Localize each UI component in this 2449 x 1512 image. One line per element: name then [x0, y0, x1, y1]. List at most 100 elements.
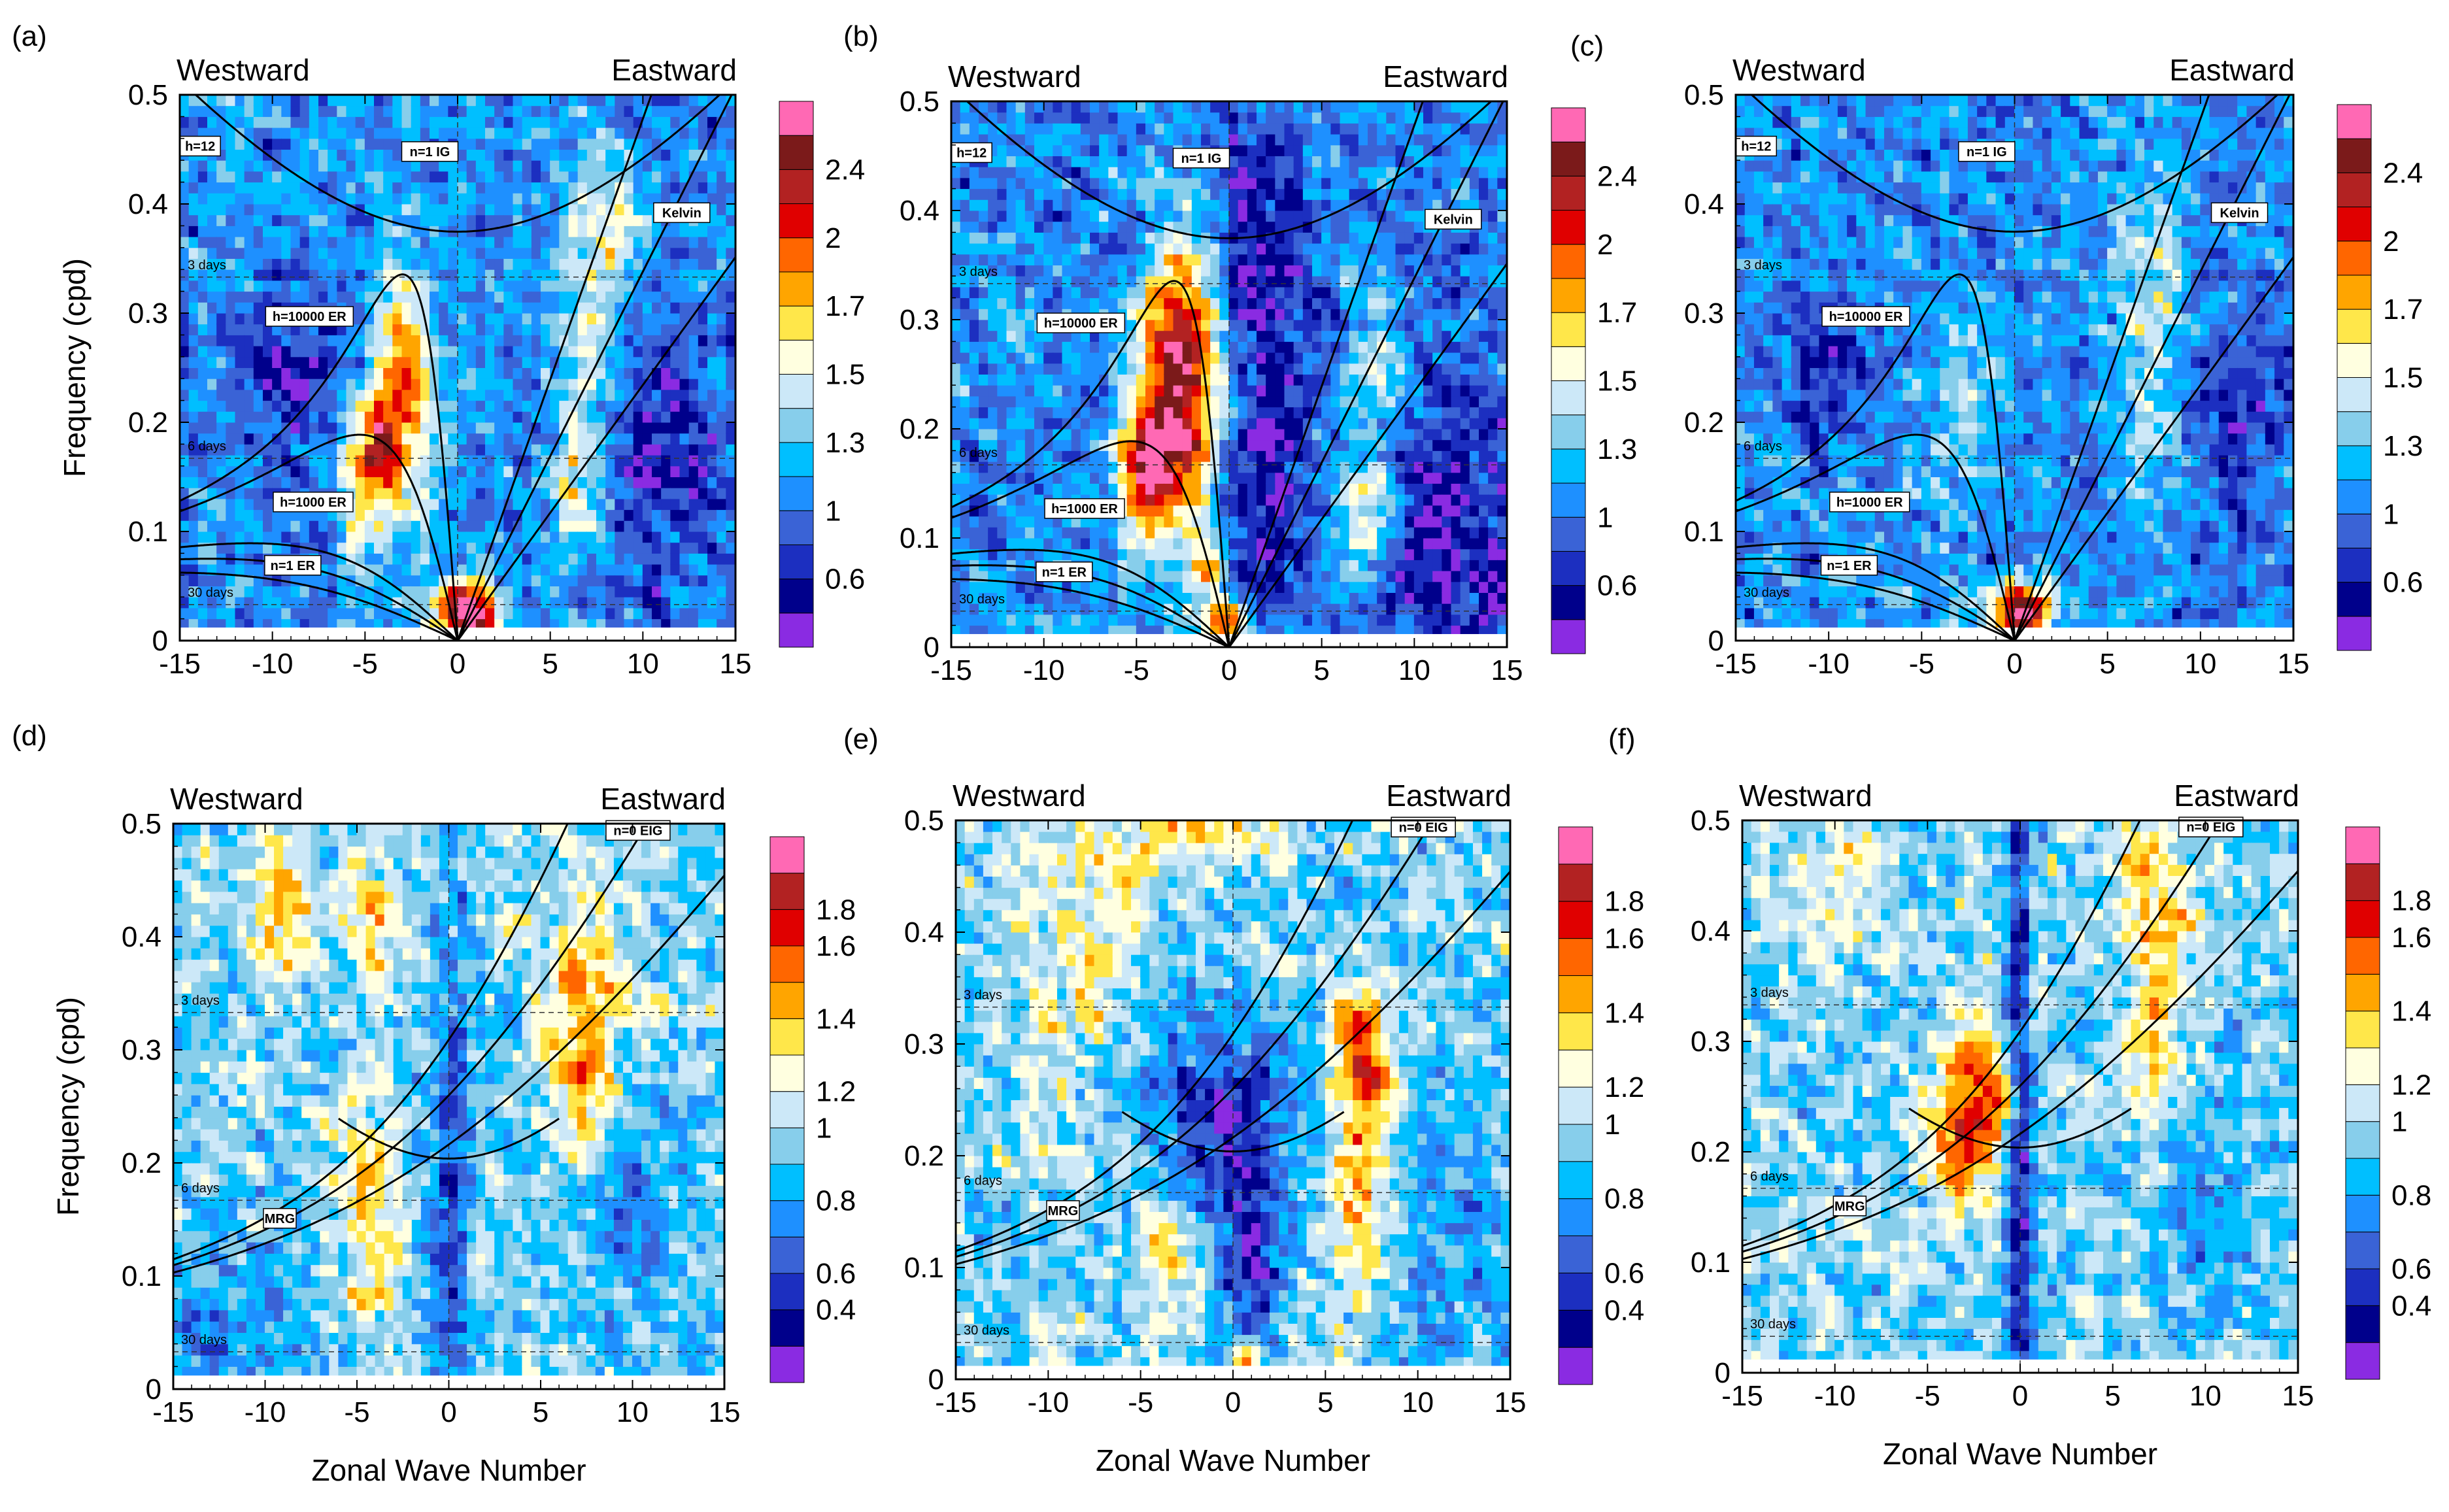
x-tick-label: -15: [1721, 1380, 1763, 1412]
eig-top-curve: [1121, 1111, 1345, 1152]
eastward-label: Eastward: [1383, 59, 1508, 93]
y-tick-label: 0: [146, 1373, 161, 1405]
er-h1000-curve: [951, 440, 1230, 647]
curve-label-box: [264, 555, 322, 576]
colorbar-swatch: [2345, 937, 2380, 975]
colorbar-swatch: [769, 1236, 805, 1274]
y-tick-label: 0.4: [122, 921, 161, 953]
colorbar-swatch: [2337, 479, 2372, 514]
curve-label-box: [1425, 209, 1482, 230]
colorbar-swatch: [2345, 1342, 2380, 1380]
period-label: 30 days: [964, 1324, 1009, 1338]
westward-label: Westward: [170, 782, 303, 816]
colorbar-swatch: [1558, 975, 1593, 1013]
er-h1000-curve: [180, 433, 459, 641]
x-tick-label: 5: [2104, 1380, 2120, 1412]
y-tick-label: 0.4: [900, 195, 939, 227]
curve-label: n=1 ER: [1042, 565, 1087, 580]
colorbar-swatch: [769, 1309, 805, 1347]
colorbar-swatch: [1551, 312, 1586, 347]
x-axis-title: Zonal Wave Number: [1883, 1437, 2157, 1471]
x-tick-label: 15: [709, 1396, 741, 1428]
y-tick-label: 0.3: [122, 1034, 161, 1066]
y-tick-label: 0.3: [1691, 1026, 1731, 1058]
colorbar-swatch: [1558, 1198, 1593, 1237]
colorbar-swatch: [2337, 445, 2372, 480]
colorbar-swatch: [769, 945, 805, 983]
x-tick-label: 10: [616, 1396, 649, 1428]
colorbar-swatch: [2337, 582, 2372, 617]
colorbar-label: 1.5: [2383, 362, 2423, 394]
colorbar-label: 1.7: [2383, 294, 2423, 326]
y-tick-label: 0.1: [904, 1252, 944, 1284]
period-label: 6 days: [959, 446, 998, 460]
y-tick-label: 0.1: [900, 522, 939, 554]
colorbar-swatch: [1551, 414, 1586, 450]
period-label: 30 days: [959, 592, 1005, 607]
period-label: 3 days: [964, 988, 1002, 1003]
curve-label-box: [273, 492, 354, 512]
colorbar-swatch: [779, 203, 814, 239]
panel-d: 3 days 6 days 30 days n=0 EIG MRG -15 -10 -5 0 5 1…: [12, 720, 856, 1487]
y-tick-label: 0.3: [1684, 297, 1724, 329]
curve-label: n=0 EIG: [613, 824, 662, 838]
period-label: 3 days: [181, 994, 220, 1008]
colorbar-swatch: [779, 579, 814, 614]
curve-label: h=10000 ER: [273, 310, 346, 324]
x-axis-title: Zonal Wave Number: [311, 1453, 586, 1487]
colorbar-swatch: [2345, 973, 2380, 1012]
mrg-eig-curve: [173, 824, 649, 1266]
curve-label: MRG: [1048, 1204, 1079, 1218]
colorbar-label: 1.7: [1597, 297, 1637, 329]
colorbar: 0.4 0.6 0.8 1 1.2 1.4 1.6 1.8: [769, 836, 856, 1383]
colorbar-swatch: [2337, 343, 2372, 378]
curve-label-box: [653, 202, 711, 224]
curve-label: n=1 ER: [271, 559, 316, 573]
kelvin-curve: [2014, 95, 2291, 641]
colorbar-swatch: [1551, 585, 1586, 620]
curve-label: h=1000 ER: [280, 496, 346, 510]
curve-label: n=1 IG: [1967, 145, 2007, 160]
y-tick-label: 0.5: [900, 86, 939, 118]
period-label: 6 days: [181, 1181, 220, 1196]
colorbar: 0.6 1 1.3 1.5 1.7 2 2.4: [2337, 104, 2423, 651]
colorbar-label: 1.7: [825, 290, 865, 322]
colorbar-label: 1.2: [816, 1076, 856, 1108]
x-tick-label: -10: [1814, 1380, 1856, 1412]
colorbar-swatch: [769, 1127, 805, 1165]
colorbar-swatch: [2345, 1158, 2380, 1196]
colorbar-swatch: [2337, 377, 2372, 412]
curve-label-box: [1820, 555, 1878, 576]
mrg-eig-curve: [956, 871, 1510, 1266]
colorbar-swatch: [779, 408, 814, 443]
y-tick-label: 0.3: [128, 297, 168, 329]
colorbar-swatch: [1558, 1235, 1593, 1273]
colorbar-swatch: [1558, 826, 1593, 865]
colorbar-swatch: [1551, 380, 1586, 416]
x-tick-label: -10: [1808, 648, 1849, 680]
er-curve: [951, 578, 1230, 647]
period-label: 3 days: [1750, 986, 1789, 1000]
panel-b: 3 days 6 days 30 days h=12 n=1 IG Kelvin h=100…: [843, 20, 1637, 686]
mrg-eig-curve: [173, 875, 724, 1274]
colorbar-label: 1: [2391, 1106, 2407, 1138]
colorbar-label: 1.4: [816, 1003, 856, 1035]
x-tick-label: -5: [1128, 1386, 1153, 1419]
panel-tag: (a): [12, 20, 47, 52]
colorbar-swatch: [769, 1164, 805, 1201]
colorbar-swatch: [2337, 172, 2372, 208]
curve-label: Kelvin: [2220, 206, 2259, 220]
x-tick-label: -15: [930, 654, 972, 686]
colorbar-swatch: [1558, 901, 1593, 939]
x-tick-label: -5: [1915, 1380, 1940, 1412]
colorbar: 0.4 0.6 0.8 1 1.2 1.4 1.6 1.8: [2345, 826, 2431, 1380]
colorbar-swatch: [1551, 141, 1586, 176]
y-tick-label: 0.2: [128, 407, 168, 439]
colorbar-swatch: [2345, 1268, 2380, 1306]
x-tick-label: 0: [2012, 1380, 2028, 1412]
colorbar-swatch: [1551, 175, 1586, 211]
x-tick-label: 0: [441, 1396, 456, 1428]
y-tick-label: 0.5: [1684, 79, 1724, 111]
x-tick-label: 0: [450, 648, 465, 680]
period-label: 30 days: [1744, 586, 1789, 600]
